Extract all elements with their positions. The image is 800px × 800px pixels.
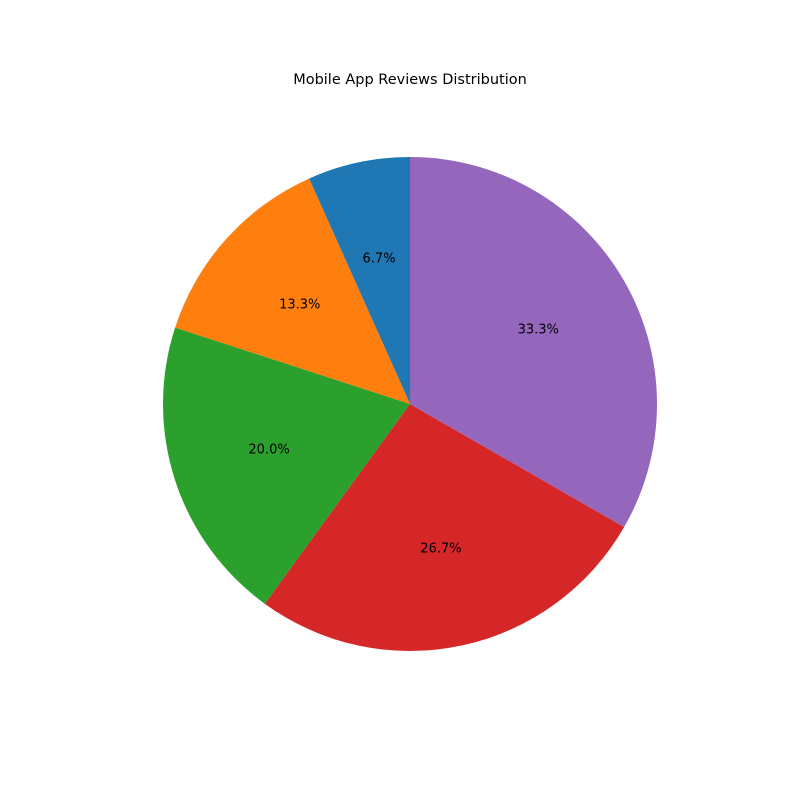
pie-labels: 6.7% 13.3% 20.0% 26.7% 33.3% [248, 252, 559, 557]
pie-slice-3 [162, 327, 410, 604]
slice-label-3: 20.0% [248, 442, 289, 457]
slice-label-2: 13.3% [279, 297, 320, 312]
chart-title: Mobile App Reviews Distribution [293, 72, 527, 88]
pie-slice-2 [175, 178, 410, 404]
slice-label-4: 26.7% [420, 541, 461, 556]
slice-label-5: 33.3% [518, 322, 559, 337]
pie-slice-5 [410, 157, 658, 528]
pie-slice-1 [309, 157, 410, 404]
slice-label-1: 6.7% [363, 252, 396, 267]
pie-slices [162, 157, 658, 652]
pie-slice-4 [264, 404, 625, 652]
